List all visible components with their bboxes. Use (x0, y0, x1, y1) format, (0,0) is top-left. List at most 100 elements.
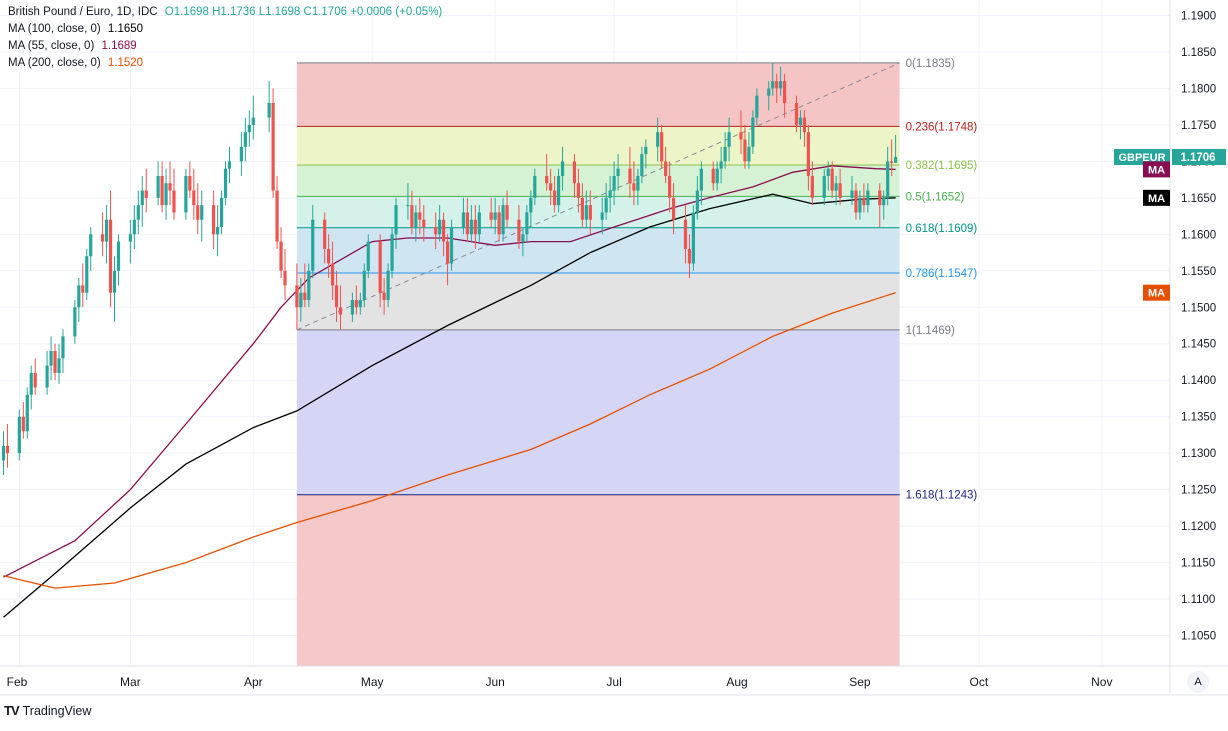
candle (612, 161, 616, 206)
candle-body (271, 103, 275, 191)
price-tick-label: 1.1550 (1181, 266, 1216, 278)
auto-scale-button[interactable]: A (1187, 671, 1209, 693)
candle (826, 161, 830, 191)
candle (533, 168, 537, 206)
candle-body (45, 365, 49, 388)
candle-body (862, 197, 866, 206)
candle-body (572, 161, 577, 184)
price-tick-label: 1.1400 (1181, 375, 1216, 387)
fib-level-label: 1(1.1469) (906, 325, 955, 337)
candle-body (755, 95, 759, 118)
price-tick-label: 1.1100 (1181, 594, 1215, 606)
time-tick-label: May (361, 675, 384, 689)
candle (338, 285, 343, 330)
candle (279, 227, 283, 279)
price-tick-label: 1.1750 (1181, 120, 1216, 132)
candle (695, 175, 699, 220)
time-tick-label: Aug (726, 675, 747, 689)
fib-level-label: 0.786(1.1547) (906, 268, 978, 280)
candle (418, 197, 422, 235)
candle-body (283, 270, 287, 286)
candle (108, 190, 113, 308)
candle-body (108, 219, 113, 293)
candle-body (251, 117, 255, 125)
candle-body (354, 299, 358, 308)
candle-body (338, 307, 343, 315)
candle (699, 161, 703, 206)
candle-body (890, 161, 894, 163)
ma200-value: 1.1520 (107, 57, 144, 69)
candle-body (894, 156, 898, 163)
candle-body (882, 197, 886, 206)
candle-body (822, 175, 826, 198)
legend-ma200-row[interactable]: MA (200, close, 0) 1.1520 (8, 55, 442, 72)
candle-body (112, 270, 117, 293)
candle (671, 183, 676, 235)
candle (247, 110, 251, 147)
candle-body (715, 168, 719, 184)
candle (473, 205, 477, 249)
candle (616, 154, 620, 191)
candle (572, 154, 577, 198)
candle (21, 402, 25, 439)
candle (323, 212, 327, 264)
candle-body (473, 219, 477, 235)
candle (45, 351, 49, 395)
fib-zone (296, 272, 900, 330)
legend-ma100-row[interactable]: MA (100, close, 0) 1.1650 (8, 21, 442, 38)
candle (461, 197, 466, 235)
candle (140, 175, 144, 228)
candle (216, 205, 220, 257)
tradingview-branding[interactable]: TV TradingView (4, 703, 91, 718)
fib-zone (296, 126, 900, 166)
candle-body (671, 197, 676, 220)
candle-body (616, 168, 620, 176)
candle-body (366, 241, 370, 271)
candle (160, 161, 164, 213)
price-axis: 1.19001.18501.18001.17501.17001.16501.16… (1169, 0, 1228, 726)
candle (89, 227, 93, 271)
candle (505, 190, 509, 228)
time-tick-label: Jun (485, 675, 504, 689)
fib-level-label: 0.618(1.1609) (906, 223, 978, 235)
candle (549, 168, 553, 206)
candle-body (21, 416, 25, 432)
ma-badge (1143, 189, 1170, 206)
legend-ma55-row[interactable]: MA (55, close, 0) 1.1689 (8, 38, 442, 55)
candle (136, 190, 140, 235)
tradingview-brand-text: TradingView (22, 703, 92, 718)
candle (830, 161, 834, 198)
candle (334, 270, 339, 322)
candle-body (323, 219, 327, 249)
candle (449, 219, 454, 271)
ma-badge-text: MA (1148, 193, 1165, 205)
candle-body (445, 241, 450, 264)
candle-body (57, 358, 61, 373)
chart-legend: British Pound / Euro, 1D, IDC O1.1698 H1… (8, 4, 442, 72)
candle (838, 168, 842, 206)
candle-body (267, 103, 271, 118)
candle-body (212, 205, 216, 235)
candle (894, 135, 898, 163)
candle (521, 227, 525, 257)
candle (560, 146, 565, 191)
candle-body (866, 190, 870, 206)
candle (5, 423, 10, 468)
candle-body (116, 241, 121, 271)
candle (101, 212, 105, 257)
price-tick-label: 1.1350 (1181, 412, 1216, 424)
ma55-label: MA (55, close, 0) (8, 40, 95, 52)
time-tick-label: Apr (244, 675, 263, 689)
candle-body (239, 146, 243, 162)
price-tick-label: 1.1600 (1181, 229, 1216, 241)
candle (886, 146, 890, 206)
candle-body (386, 270, 390, 300)
candle-body (695, 190, 699, 213)
candle-body (584, 205, 588, 220)
symbol-badge-text: GBPEUR (1118, 152, 1165, 164)
candle (723, 132, 727, 169)
candle (834, 175, 838, 206)
candle-body (644, 146, 648, 155)
